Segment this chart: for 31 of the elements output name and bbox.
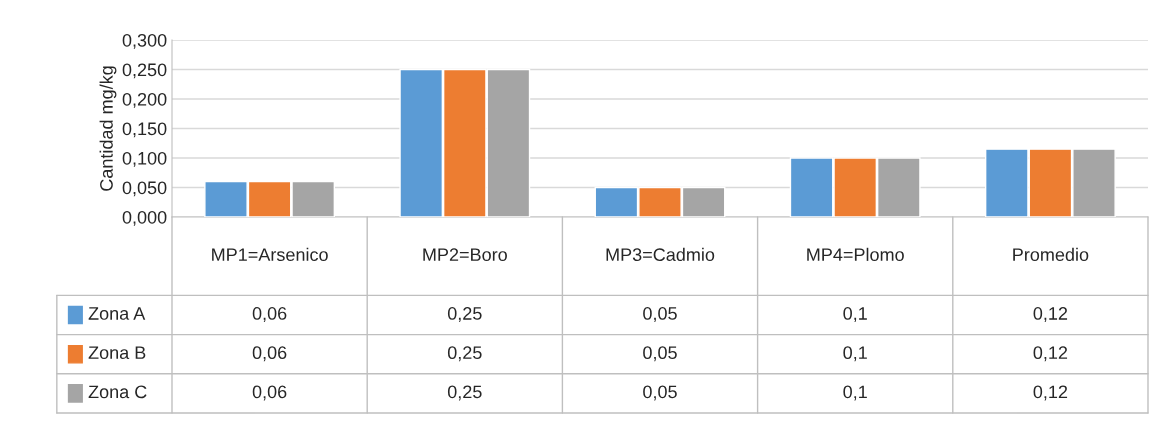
- x-tick-label: MP1=Arsenico: [212, 247, 328, 262]
- data-label: 0,05: [643, 307, 677, 322]
- data-label: 0,06: [252, 346, 287, 362]
- data-label: 0,12: [1033, 307, 1068, 322]
- legend-label: Zona C: [88, 385, 147, 399]
- data-label: 0,05: [643, 346, 677, 362]
- data-label: 0,06: [252, 385, 287, 401]
- data-label: 0,1: [843, 346, 867, 362]
- legend-label: Zona A: [88, 307, 146, 320]
- data-label: 0,12: [1033, 346, 1068, 362]
- y-tick-label: 0,200: [122, 92, 167, 108]
- y-axis-title: Cantidad mg/kg: [99, 66, 117, 191]
- y-tick-label: 0,250: [122, 63, 167, 79]
- y-tick-label: 0,300: [122, 33, 167, 49]
- data-label: 0,1: [843, 307, 867, 322]
- data-label: 0,12: [1033, 385, 1068, 401]
- y-tick-label: 0,150: [122, 122, 167, 138]
- data-label: 0,05: [643, 385, 677, 401]
- legend-label: Zona B: [88, 346, 146, 360]
- data-label: 0,25: [447, 307, 482, 322]
- data-label: 0,25: [447, 346, 482, 362]
- data-label: 0,1: [843, 385, 867, 401]
- y-tick-label: 0,050: [122, 181, 167, 197]
- x-tick-label: MP3=Cadmio: [606, 247, 715, 262]
- y-tick-label: 0,000: [122, 210, 167, 226]
- data-label: 0,06: [252, 307, 287, 322]
- data-label: 0,25: [447, 385, 482, 401]
- x-tick-label: MP4=Plomo: [807, 247, 904, 262]
- x-tick-label: MP2=Boro: [423, 248, 507, 262]
- y-tick-label: 0,100: [122, 151, 167, 167]
- x-tick-label: Promedio: [1013, 247, 1089, 262]
